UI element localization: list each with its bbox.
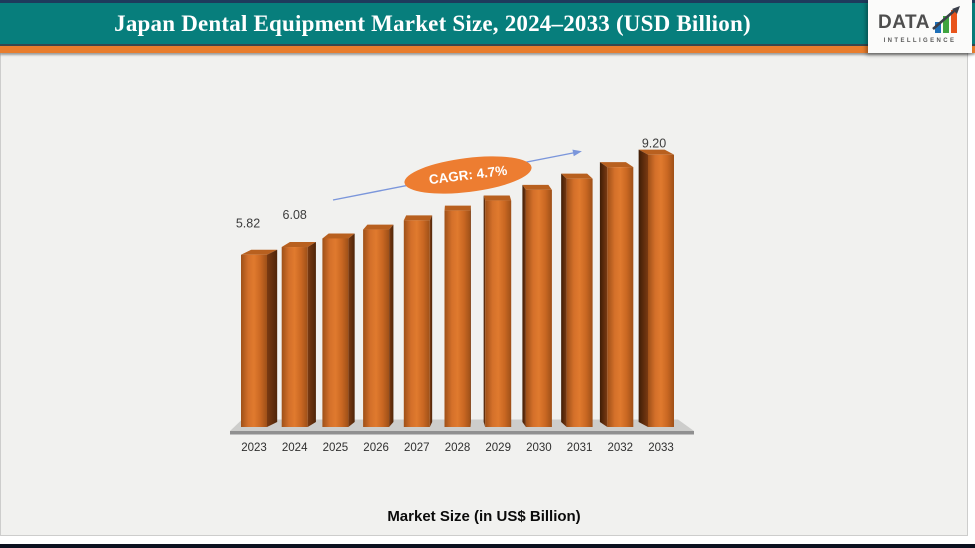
- bottom-bar: [0, 544, 975, 548]
- bar-2031: [561, 173, 593, 427]
- bar-2027: [403, 215, 433, 427]
- brand-logo: DATA INTELLIGENCE: [868, 0, 972, 53]
- x-tick-2027: 2027: [404, 442, 430, 454]
- cagr-ellipse: [404, 156, 532, 194]
- accent-strip: [0, 44, 975, 53]
- logo-wordmark: DATA: [878, 12, 930, 33]
- x-tick-2023: 2023: [241, 442, 267, 454]
- logo-row: DATA: [868, 6, 972, 36]
- bar-2028: [444, 205, 471, 427]
- bar-2030: [522, 184, 552, 427]
- x-tick-2030: 2030: [526, 442, 552, 454]
- chart-title: Japan Dental Equipment Market Size, 2024…: [114, 11, 751, 36]
- bar-2023: [241, 249, 278, 427]
- bar-2032: [599, 162, 634, 427]
- bar-2033: [638, 149, 674, 427]
- logo-bar-chart-icon: [932, 6, 960, 33]
- x-axis-caption: Market Size (in US$ Billion): [387, 508, 581, 525]
- data-label-2033: 9.20: [642, 137, 666, 151]
- data-label-2024: 6.08: [283, 208, 307, 222]
- logo-subtitle: INTELLIGENCE: [883, 38, 957, 44]
- x-tick-2026: 2026: [363, 442, 389, 454]
- x-tick-2033: 2033: [648, 442, 674, 454]
- header-banner: Japan Dental Equipment Market Size, 2024…: [0, 0, 975, 44]
- trend-arrow-head: [572, 149, 582, 157]
- x-tick-2029: 2029: [485, 442, 511, 454]
- bar-2029: [483, 195, 512, 427]
- x-tick-2028: 2028: [445, 442, 471, 454]
- chart-area: 2023 5.82 2024 6.08 2025 2026 2027 2028 2029 2030…: [0, 53, 968, 536]
- x-tick-2031: 2031: [567, 442, 593, 454]
- bar-chart: 2023 5.82 2024 6.08 2025 2026 2027 2028 2029 2030…: [230, 137, 694, 454]
- cagr-annotation: CAGR: 4.7%: [404, 156, 532, 194]
- bar-2026: [363, 224, 394, 427]
- x-tick-2032: 2032: [608, 442, 634, 454]
- chart-floor-front: [230, 431, 694, 435]
- x-tick-2025: 2025: [323, 442, 349, 454]
- data-label-2023: 5.82: [236, 217, 260, 231]
- x-tick-2024: 2024: [282, 442, 308, 454]
- bar-2025: [322, 233, 355, 427]
- bar-2024: [281, 242, 316, 427]
